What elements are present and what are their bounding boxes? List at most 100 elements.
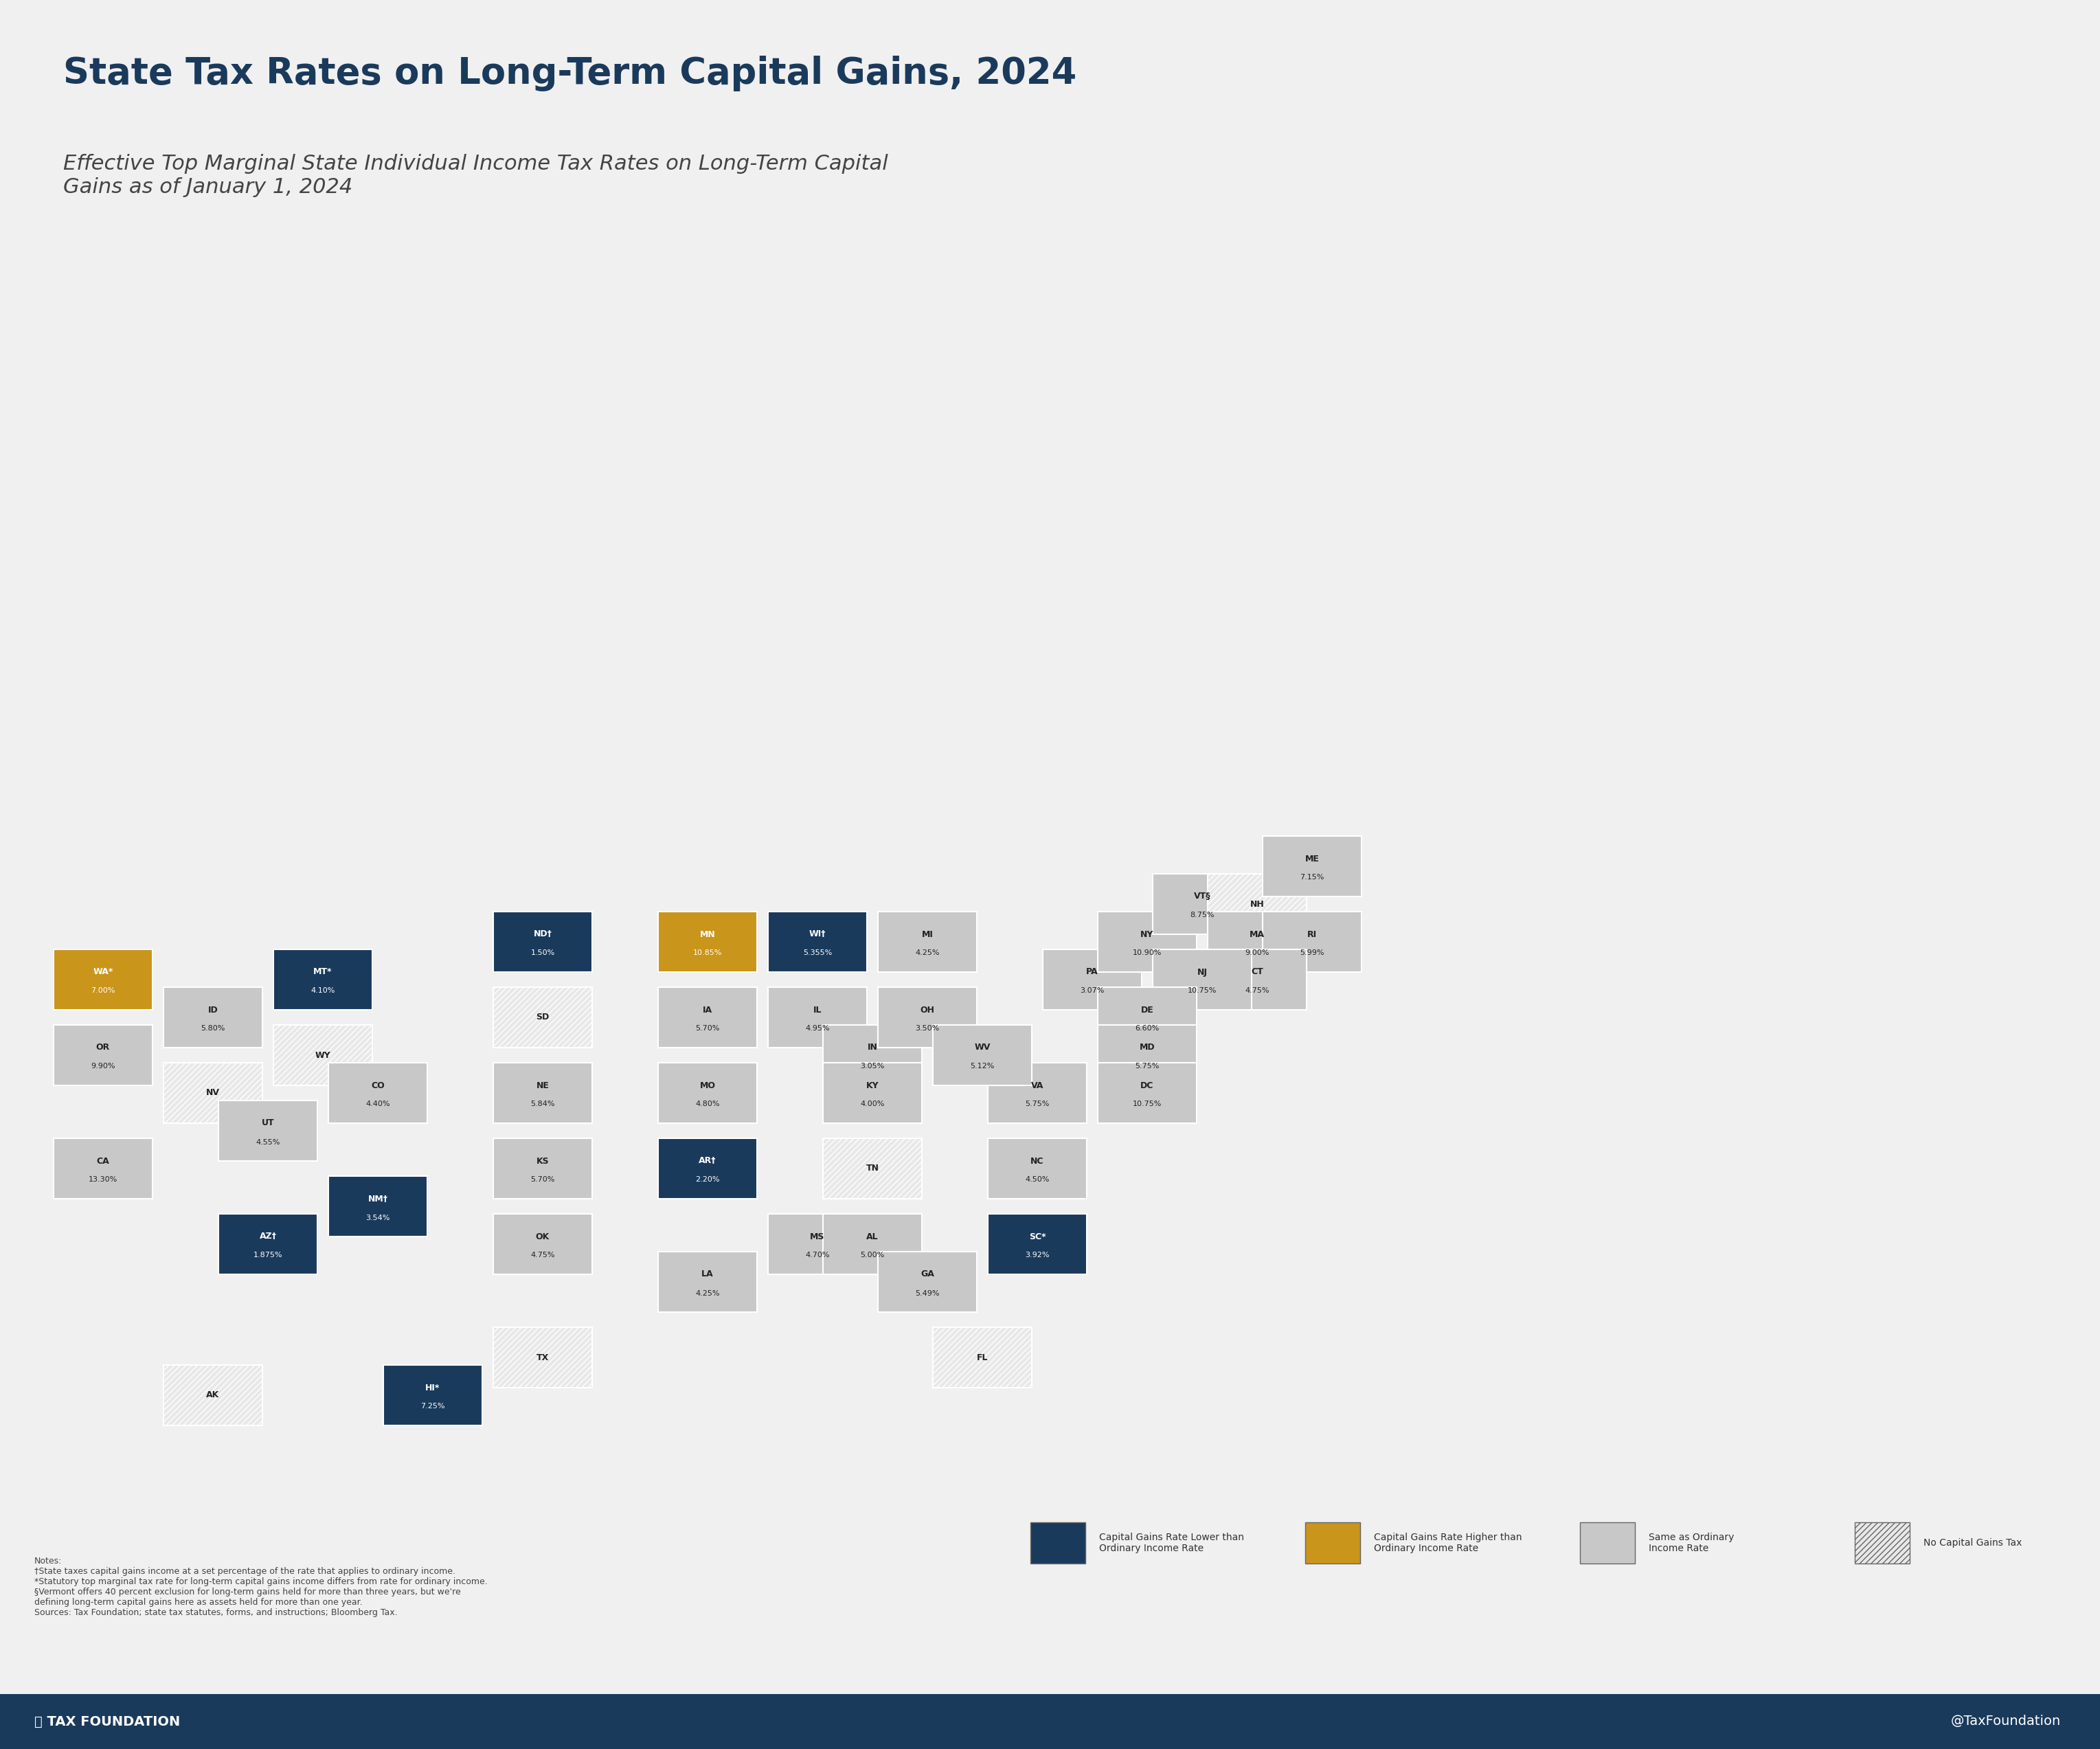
Text: LA: LA bbox=[701, 1270, 714, 1279]
Bar bbox=[273, 950, 372, 1009]
Bar bbox=[55, 1139, 153, 1198]
Text: 2.20%: 2.20% bbox=[695, 1177, 720, 1184]
Text: 10.85%: 10.85% bbox=[693, 950, 722, 957]
Text: KS: KS bbox=[536, 1156, 548, 1165]
Bar bbox=[657, 1063, 756, 1123]
Text: 4.25%: 4.25% bbox=[916, 950, 939, 957]
Text: 5.80%: 5.80% bbox=[202, 1025, 225, 1032]
Bar bbox=[987, 1139, 1088, 1198]
Bar bbox=[494, 1139, 592, 1198]
Bar bbox=[657, 1139, 756, 1198]
Bar bbox=[55, 950, 153, 1009]
Text: NC: NC bbox=[1031, 1156, 1044, 1165]
Text: No Capital Gains Tax: No Capital Gains Tax bbox=[1924, 1537, 2022, 1548]
Text: 7.25%: 7.25% bbox=[420, 1403, 445, 1410]
Bar bbox=[384, 1364, 483, 1425]
Bar bbox=[0, 1695, 2100, 1749]
Text: ME: ME bbox=[1304, 854, 1319, 864]
Text: 3.54%: 3.54% bbox=[365, 1214, 391, 1221]
Bar bbox=[823, 1214, 922, 1275]
Text: State Tax Rates on Long-Term Capital Gains, 2024: State Tax Rates on Long-Term Capital Gai… bbox=[63, 56, 1077, 91]
Text: HI*: HI* bbox=[426, 1383, 441, 1392]
Text: SD: SD bbox=[536, 1013, 550, 1021]
Text: WV: WV bbox=[974, 1042, 991, 1053]
Text: IN: IN bbox=[867, 1042, 878, 1053]
Text: VT§: VT§ bbox=[1193, 892, 1210, 901]
Bar bbox=[769, 911, 867, 972]
Bar bbox=[1098, 1063, 1197, 1123]
Text: AL: AL bbox=[867, 1231, 878, 1242]
Text: DE: DE bbox=[1140, 1006, 1153, 1014]
Text: 10.90%: 10.90% bbox=[1132, 950, 1161, 957]
Text: WA*: WA* bbox=[92, 967, 113, 976]
Bar bbox=[1579, 1522, 1636, 1564]
Bar bbox=[878, 1252, 977, 1312]
Text: 3.92%: 3.92% bbox=[1025, 1252, 1050, 1259]
Text: VA: VA bbox=[1031, 1081, 1044, 1090]
Text: 5.70%: 5.70% bbox=[531, 1177, 554, 1184]
Text: ID: ID bbox=[208, 1006, 218, 1014]
Text: MD: MD bbox=[1140, 1042, 1155, 1053]
Text: MI: MI bbox=[922, 930, 932, 939]
Text: NY: NY bbox=[1140, 930, 1153, 939]
Text: 3.07%: 3.07% bbox=[1079, 988, 1105, 995]
Text: 5.70%: 5.70% bbox=[695, 1025, 720, 1032]
Bar bbox=[1854, 1522, 1909, 1564]
Text: ND†: ND† bbox=[533, 930, 552, 939]
Text: 4.00%: 4.00% bbox=[861, 1100, 884, 1107]
Bar bbox=[328, 1063, 426, 1123]
Text: AZ†: AZ† bbox=[258, 1231, 277, 1242]
Bar bbox=[273, 1025, 372, 1086]
Bar bbox=[657, 1252, 756, 1312]
Text: NM†: NM† bbox=[368, 1195, 389, 1203]
Text: 9.00%: 9.00% bbox=[1245, 950, 1268, 957]
Text: DC: DC bbox=[1140, 1081, 1153, 1090]
Text: IA: IA bbox=[704, 1006, 712, 1014]
Text: 4.10%: 4.10% bbox=[311, 988, 336, 995]
Bar bbox=[494, 1063, 592, 1123]
Text: 13.30%: 13.30% bbox=[88, 1177, 118, 1184]
Text: CT: CT bbox=[1252, 967, 1264, 976]
Text: 5.49%: 5.49% bbox=[916, 1289, 939, 1296]
Text: IL: IL bbox=[813, 1006, 821, 1014]
Bar bbox=[494, 1327, 592, 1387]
Text: RI: RI bbox=[1306, 930, 1317, 939]
Bar bbox=[1044, 950, 1142, 1009]
Text: OK: OK bbox=[536, 1231, 550, 1242]
Text: NE: NE bbox=[536, 1081, 550, 1090]
Text: CO: CO bbox=[372, 1081, 384, 1090]
Bar bbox=[1153, 874, 1252, 934]
Text: 1.50%: 1.50% bbox=[531, 950, 554, 957]
Text: 4.55%: 4.55% bbox=[256, 1139, 279, 1146]
Text: MN: MN bbox=[699, 930, 716, 939]
Bar bbox=[1098, 1025, 1197, 1086]
Text: TX: TX bbox=[536, 1354, 548, 1362]
Text: 5.99%: 5.99% bbox=[1300, 950, 1325, 957]
Text: 6.60%: 6.60% bbox=[1136, 1025, 1159, 1032]
Text: 5.75%: 5.75% bbox=[1136, 1063, 1159, 1070]
Bar bbox=[1208, 911, 1306, 972]
Text: 4.40%: 4.40% bbox=[365, 1100, 391, 1107]
Text: 7.15%: 7.15% bbox=[1300, 874, 1325, 881]
Bar bbox=[164, 986, 262, 1048]
Text: 3.05%: 3.05% bbox=[861, 1063, 884, 1070]
Text: FL: FL bbox=[977, 1354, 987, 1362]
Bar bbox=[164, 1364, 262, 1425]
Text: OR: OR bbox=[97, 1042, 109, 1053]
Bar bbox=[932, 1327, 1031, 1387]
Text: 4.50%: 4.50% bbox=[1025, 1177, 1050, 1184]
Bar bbox=[878, 911, 977, 972]
Text: WY: WY bbox=[315, 1051, 330, 1060]
Text: PA: PA bbox=[1086, 967, 1098, 976]
Text: GA: GA bbox=[920, 1270, 934, 1279]
Text: 5.00%: 5.00% bbox=[861, 1252, 884, 1259]
Text: 5.75%: 5.75% bbox=[1025, 1100, 1050, 1107]
Text: 4.75%: 4.75% bbox=[531, 1252, 554, 1259]
Bar bbox=[1208, 874, 1306, 934]
Text: 7.00%: 7.00% bbox=[90, 988, 116, 995]
Bar bbox=[769, 986, 867, 1048]
Text: MS: MS bbox=[811, 1231, 825, 1242]
Text: MA: MA bbox=[1250, 930, 1264, 939]
Text: Same as Ordinary
Income Rate: Same as Ordinary Income Rate bbox=[1648, 1532, 1735, 1553]
Text: WI†: WI† bbox=[808, 930, 825, 939]
